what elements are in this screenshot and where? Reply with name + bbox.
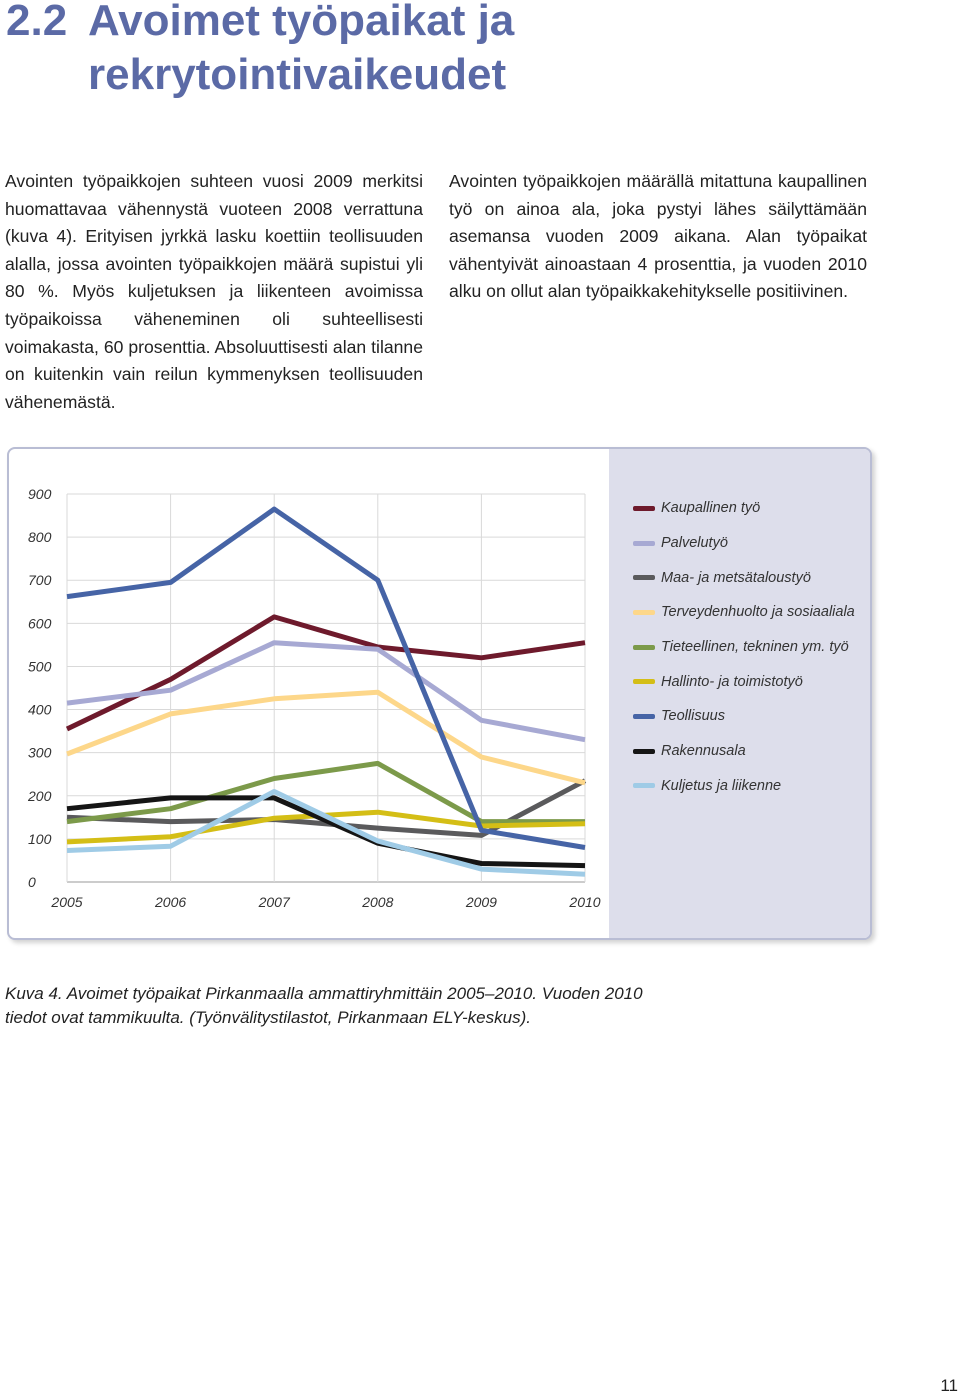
section-title-line1: Avoimet työpaikat ja	[88, 0, 515, 45]
section-heading: 2.2 Avoimet työpaikat ja rekrytointivaike…	[6, 0, 514, 102]
legend-label: Palvelutyö	[661, 535, 728, 552]
x-tick-label-2005: 2005	[50, 894, 82, 910]
legend-label: Rakennusala	[661, 743, 746, 760]
legend-swatch	[633, 783, 655, 789]
legend-swatch	[633, 609, 655, 615]
y-tick-label-200: 200	[27, 788, 52, 804]
series-line-8	[66, 795, 586, 869]
legend-item-9: Kuljetus ja liikenne	[633, 769, 855, 804]
series-line-1	[65, 614, 586, 732]
legend-item-1: Kaupallinen työ	[633, 491, 855, 526]
legend-swatch	[633, 505, 655, 511]
paragraph-right: Avointen työpaikkojen määrällä mitattuna…	[449, 171, 867, 302]
x-tick-label-2006: 2006	[154, 894, 186, 910]
x-tick-label-2008: 2008	[361, 894, 393, 910]
legend-label: Terveydenhuolto ja sosiaaliala	[661, 604, 855, 621]
series-line-9	[66, 789, 586, 877]
page-number: 11	[940, 1376, 958, 1395]
legend-swatch	[633, 748, 655, 754]
line-chart: 0 100 200 300 400 500 600 700 800 900 2005 2006 2007…	[27, 486, 601, 910]
y-tick-label-700: 700	[28, 572, 52, 588]
caption-line2: tiedot ovat tammikuulta. (Työnvälitystil…	[5, 1008, 531, 1027]
legend-item-6: Hallinto- ja toimistotyö	[633, 664, 855, 699]
y-tick-label-800: 800	[28, 529, 52, 545]
y-tick-label-300: 300	[28, 745, 52, 761]
caption-line1: Kuva 4. Avoimet työpaikat Pirkanmaalla a…	[5, 984, 643, 1003]
legend-label: Tieteellinen, tekninen ym. työ	[661, 639, 849, 656]
legend-item-7: Teollisuus	[633, 699, 855, 734]
series-line-5	[66, 760, 585, 825]
legend-label: Hallinto- ja toimistotyö	[661, 673, 803, 690]
legend-label: Maa- ja metsätaloustyö	[661, 569, 811, 586]
y-tick-label-600: 600	[28, 615, 52, 631]
legend-swatch	[633, 575, 655, 581]
x-tick-label-2007: 2007	[258, 894, 291, 910]
legend-item-5: Tieteellinen, tekninen ym. työ	[633, 630, 855, 665]
y-tick-label-400: 400	[28, 702, 52, 718]
series-line-7	[66, 506, 586, 850]
section-title-line2: rekrytointivaikeudet	[88, 50, 507, 99]
figure-caption: Kuva 4. Avoimet työpaikat Pirkanmaalla a…	[5, 982, 725, 1030]
legend-label: Teollisuus	[661, 708, 725, 725]
legend-label: Kuljetus ja liikenne	[661, 777, 782, 794]
chart-legend: Kaupallinen työ Palvelutyö Maa- ja metsäta…	[633, 491, 855, 803]
legend-item-8: Rakennusala	[633, 734, 855, 769]
legend-label: Kaupallinen työ	[661, 500, 761, 517]
series-line-4	[66, 689, 586, 786]
legend-item-3: Maa- ja metsätaloustyö	[633, 560, 855, 595]
line-chart-frame: 0 100 200 300 400 500 600 700 800 900 2005 2006 2007…	[7, 447, 872, 940]
legend-swatch	[633, 679, 655, 685]
legend-panel	[609, 449, 870, 938]
legend-swatch	[633, 713, 655, 719]
y-tick-label-500: 500	[28, 658, 52, 674]
y-tick-label-0: 0	[28, 874, 36, 890]
paragraph-left: Avointen työpaikkojen suhteen vuosi 2009…	[5, 171, 423, 412]
legend-swatch	[633, 644, 655, 650]
legend-swatch	[633, 540, 655, 546]
y-tick-label-900: 900	[28, 486, 52, 502]
legend-item-4: Terveydenhuolto ja sosiaaliala	[633, 595, 855, 630]
section-number: 2.2	[6, 0, 68, 45]
y-tick-label-100: 100	[28, 831, 52, 847]
x-tick-label-2010: 2010	[568, 894, 600, 910]
legend-item-2: Palvelutyö	[633, 526, 855, 561]
x-tick-label-2009: 2009	[465, 894, 497, 910]
series-line-2	[66, 640, 586, 743]
